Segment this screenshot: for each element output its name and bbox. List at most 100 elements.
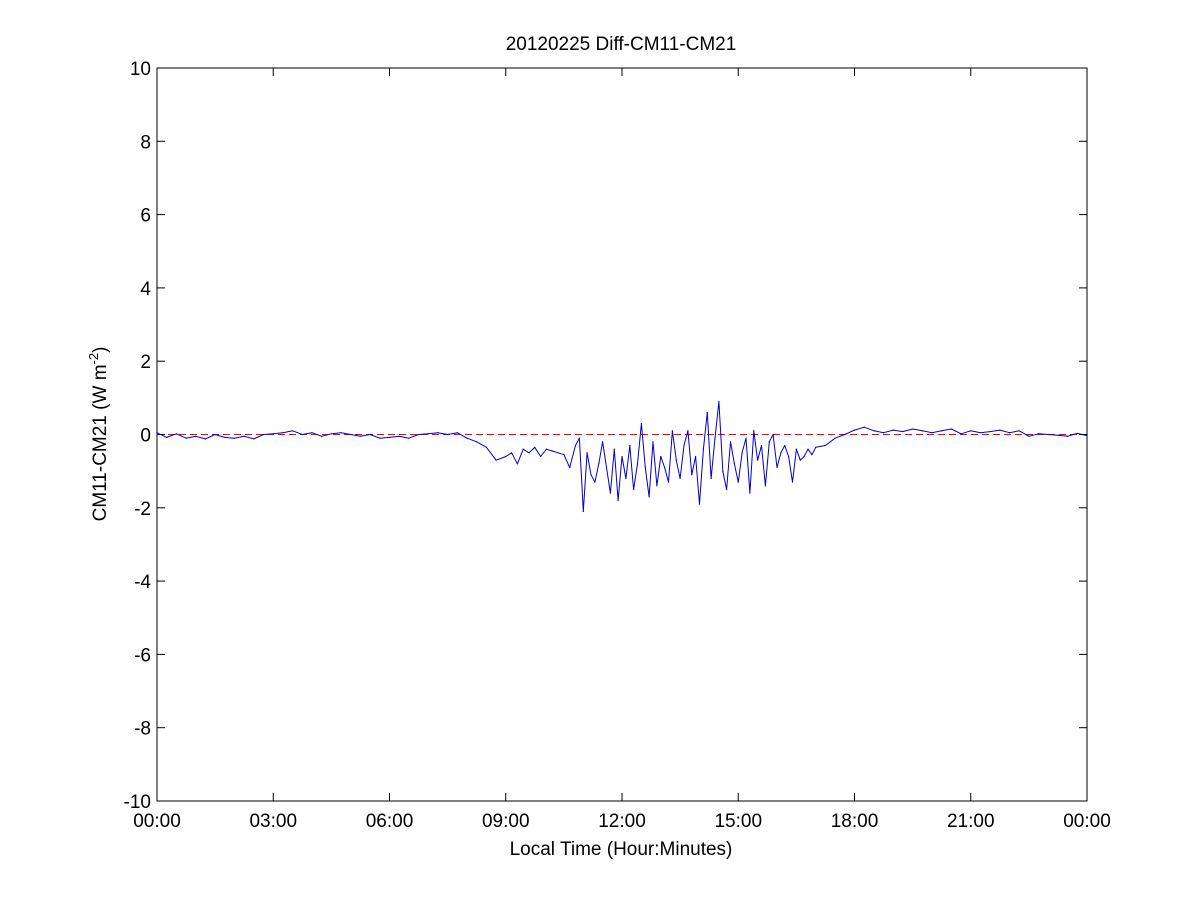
data-point xyxy=(640,422,642,425)
data-point xyxy=(633,488,635,491)
data-point xyxy=(505,455,507,458)
y-tick-label: 10 xyxy=(130,59,151,80)
y-tick-label: 6 xyxy=(140,206,151,227)
data-point xyxy=(598,463,600,465)
data-point xyxy=(578,437,580,439)
data-point xyxy=(1018,430,1020,432)
data-point xyxy=(1008,432,1011,434)
y-tick-label: -10 xyxy=(124,792,151,813)
data-point xyxy=(824,444,827,447)
data-point xyxy=(648,496,650,498)
data-point xyxy=(563,454,565,456)
data-point xyxy=(602,441,604,443)
data-point xyxy=(722,470,724,472)
data-point xyxy=(873,430,875,432)
data-point xyxy=(784,444,786,447)
y-axis-title: CM11-CM21 (W m-2) xyxy=(86,347,111,522)
data-point xyxy=(330,433,332,435)
data-point xyxy=(321,435,323,437)
data-point xyxy=(950,428,952,430)
data-point xyxy=(726,488,728,491)
data-point xyxy=(912,428,914,430)
data-point xyxy=(749,492,751,494)
data-point xyxy=(427,433,429,435)
data-point xyxy=(617,499,619,502)
data-point xyxy=(609,492,611,494)
data-point xyxy=(892,429,894,431)
data-point xyxy=(272,433,274,435)
y-axis-title-superscript: -2 xyxy=(86,353,101,365)
data-point xyxy=(729,441,732,443)
data-point xyxy=(683,444,685,447)
data-point xyxy=(574,444,577,447)
data-point xyxy=(941,430,943,432)
data-point xyxy=(687,430,689,432)
data-point xyxy=(359,435,362,437)
data-point xyxy=(799,459,801,461)
data-point xyxy=(776,466,778,469)
data-point xyxy=(882,432,885,434)
y-tick-label: 0 xyxy=(140,426,151,447)
data-point xyxy=(569,466,571,469)
data-point xyxy=(853,429,856,431)
data-point xyxy=(989,430,991,433)
data-point xyxy=(788,455,790,458)
data-point xyxy=(979,432,982,434)
data-point xyxy=(644,466,646,469)
data-point xyxy=(844,433,846,436)
data-point xyxy=(780,452,782,454)
data-point xyxy=(652,441,654,443)
data-point xyxy=(815,446,817,448)
data-point xyxy=(760,444,763,447)
data-point xyxy=(437,432,439,434)
data-point xyxy=(262,433,265,436)
data-point xyxy=(175,433,177,435)
data-point xyxy=(931,432,933,434)
data-point xyxy=(495,459,497,461)
data-point xyxy=(718,400,720,403)
data-point xyxy=(970,430,972,432)
data-point xyxy=(510,452,513,454)
data-point xyxy=(741,452,743,454)
data-point xyxy=(660,455,662,458)
data-point xyxy=(224,436,226,439)
data-point xyxy=(233,437,236,439)
data-point xyxy=(695,455,697,458)
data-point xyxy=(557,452,559,454)
data-point xyxy=(1057,434,1059,436)
data-point xyxy=(834,437,836,439)
data-point xyxy=(605,466,608,469)
data-point xyxy=(706,411,708,414)
data-point xyxy=(301,433,303,436)
data-point xyxy=(667,481,670,483)
data-point xyxy=(243,435,245,437)
data-point xyxy=(292,430,294,432)
x-tick-label: 09:00 xyxy=(482,811,530,832)
data-point xyxy=(379,437,381,439)
data-point xyxy=(764,485,766,487)
data-point xyxy=(528,452,530,454)
data-point xyxy=(594,481,596,483)
data-point xyxy=(795,448,797,450)
x-tick-label: 21:00 xyxy=(947,811,995,832)
data-point xyxy=(714,437,716,439)
data-point xyxy=(636,463,639,465)
y-tick-label: 2 xyxy=(140,352,151,373)
data-point xyxy=(1076,432,1078,435)
data-point xyxy=(156,432,158,434)
data-point xyxy=(811,454,813,456)
data-point xyxy=(417,433,420,436)
y-tick-label: 8 xyxy=(140,132,151,153)
data-point xyxy=(545,448,548,450)
data-point xyxy=(960,433,962,435)
x-tick-label: 03:00 xyxy=(249,811,297,832)
data-point xyxy=(679,477,681,480)
data-point xyxy=(1047,433,1049,436)
data-point xyxy=(803,455,805,458)
data-point xyxy=(408,437,410,439)
data-point xyxy=(675,459,677,461)
data-point xyxy=(1086,434,1088,437)
data-point xyxy=(476,441,478,443)
